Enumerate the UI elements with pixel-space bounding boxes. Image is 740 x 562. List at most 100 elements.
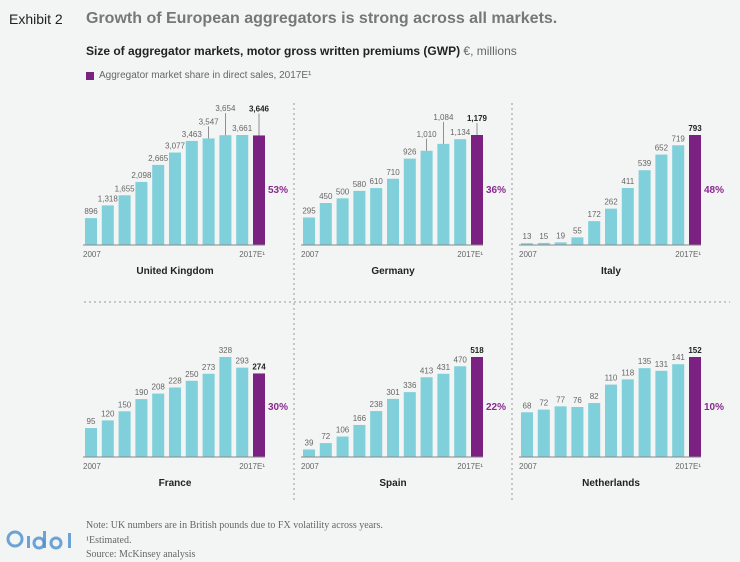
united-kingdom-value-label: 3,646 <box>249 104 270 113</box>
netherlands-share-label: 10% <box>704 402 724 413</box>
united-kingdom-bar <box>219 135 232 245</box>
united-kingdom-bar <box>236 135 249 245</box>
unit-label: €, millions <box>463 44 517 58</box>
italy-bar <box>605 208 617 245</box>
italy-value-label: 15 <box>539 232 548 241</box>
italy-bar <box>689 135 701 245</box>
italy-value-label: 262 <box>604 198 618 207</box>
spain-x-start: 2007 <box>301 462 319 471</box>
italy-x-end: 2017E¹ <box>675 250 701 259</box>
italy-bar <box>537 242 550 245</box>
united-kingdom-value-label: 1,318 <box>98 194 119 203</box>
italy-bar <box>655 154 668 245</box>
netherlands-value-label: 77 <box>556 395 565 404</box>
united-kingdom-x-end: 2017E¹ <box>239 250 265 259</box>
france-value-label: 120 <box>101 409 115 418</box>
spain-value-label: 106 <box>336 426 350 435</box>
spain-bar <box>403 392 416 457</box>
germany-bar <box>370 188 383 245</box>
spain-value-label: 39 <box>305 438 314 447</box>
netherlands-value-label: 68 <box>523 401 532 410</box>
netherlands-value-label: 118 <box>621 368 634 377</box>
france-bar <box>219 357 232 457</box>
germany-x-end: 2017E¹ <box>457 250 483 259</box>
france-bar <box>202 373 215 457</box>
spain-share-label: 22% <box>486 402 506 413</box>
netherlands-bar <box>689 357 701 457</box>
germany-title: Germany <box>371 266 415 277</box>
united-kingdom-bar <box>118 195 131 245</box>
france-bar <box>185 380 198 457</box>
germany-value-label: 710 <box>386 168 400 177</box>
united-kingdom-bar <box>135 181 148 245</box>
united-kingdom-x-start: 2007 <box>83 250 101 259</box>
germany-value-label: 295 <box>302 206 316 215</box>
germany-value-label: 450 <box>319 192 333 201</box>
united-kingdom-bar <box>202 138 215 245</box>
germany-value-label: 1,134 <box>450 128 471 137</box>
netherlands-title: Netherlands <box>582 478 640 489</box>
germany-share-label: 36% <box>486 185 506 196</box>
netherlands-value-label: 72 <box>539 399 548 408</box>
italy-bar <box>521 243 533 245</box>
united-kingdom-value-label: 3,654 <box>215 104 236 113</box>
germany-bar <box>336 198 349 245</box>
spain-bar <box>387 398 399 457</box>
spain-bar <box>319 443 332 457</box>
italy-bar <box>672 145 685 245</box>
spain-bar <box>437 373 450 457</box>
france-value-label: 95 <box>87 417 96 426</box>
spain-value-label: 518 <box>470 346 484 355</box>
spain-value-label: 413 <box>420 366 434 375</box>
spain-value-label: 301 <box>386 388 400 397</box>
spain-bar <box>303 449 315 457</box>
germany-bar <box>437 143 450 245</box>
netherlands-bar <box>638 368 651 457</box>
spain-bar <box>420 377 433 457</box>
germany-value-label: 610 <box>370 177 384 186</box>
netherlands-bar <box>554 406 567 457</box>
netherlands-value-label: 135 <box>638 357 652 366</box>
netherlands-bar <box>655 370 668 457</box>
germany-bar <box>303 217 315 245</box>
france-bar <box>118 411 131 457</box>
france-value-label: 208 <box>152 383 166 392</box>
spain-bar <box>336 436 349 457</box>
italy-value-label: 793 <box>688 124 702 133</box>
netherlands-bar <box>588 403 601 457</box>
netherlands-value-label: 141 <box>672 353 686 362</box>
chart-subtitle: Size of aggregator markets, motor gross … <box>86 44 517 58</box>
legend-label: Aggregator market share in direct sales,… <box>99 70 312 81</box>
netherlands-bar <box>537 409 550 457</box>
germany-value-label: 1,010 <box>417 130 438 139</box>
germany-value-label: 580 <box>353 180 367 189</box>
italy-value-label: 172 <box>588 210 602 219</box>
italy-value-label: 719 <box>672 134 686 143</box>
spain-bar <box>370 411 383 457</box>
netherlands-value-label: 110 <box>605 374 618 383</box>
united-kingdom-bar <box>185 140 198 245</box>
germany-bar <box>420 150 433 245</box>
united-kingdom-bar <box>85 218 97 245</box>
germany-bar <box>387 178 399 245</box>
france-x-end: 2017E¹ <box>239 462 265 471</box>
netherlands-value-label: 76 <box>573 396 582 405</box>
germany-bar <box>471 135 483 245</box>
united-kingdom-value-label: 3,463 <box>182 130 203 139</box>
netherlands-bar <box>521 412 533 457</box>
spain-bar <box>353 424 366 457</box>
france-share-label: 30% <box>268 402 288 413</box>
watermark-logo <box>6 530 71 550</box>
footnote-estimated: ¹Estimated. <box>86 535 132 546</box>
united-kingdom-bar <box>253 135 265 245</box>
italy-bar <box>621 187 634 245</box>
spain-value-label: 431 <box>437 363 451 372</box>
france-bar <box>253 373 265 457</box>
spain-value-label: 470 <box>454 355 468 364</box>
netherlands-bar <box>571 407 584 457</box>
exhibit-label: Exhibit 2 <box>9 11 63 27</box>
france-value-label: 228 <box>168 376 182 385</box>
united-kingdom-value-label: 3,077 <box>165 142 186 151</box>
italy-value-label: 539 <box>638 159 652 168</box>
spain-bar <box>471 357 483 457</box>
